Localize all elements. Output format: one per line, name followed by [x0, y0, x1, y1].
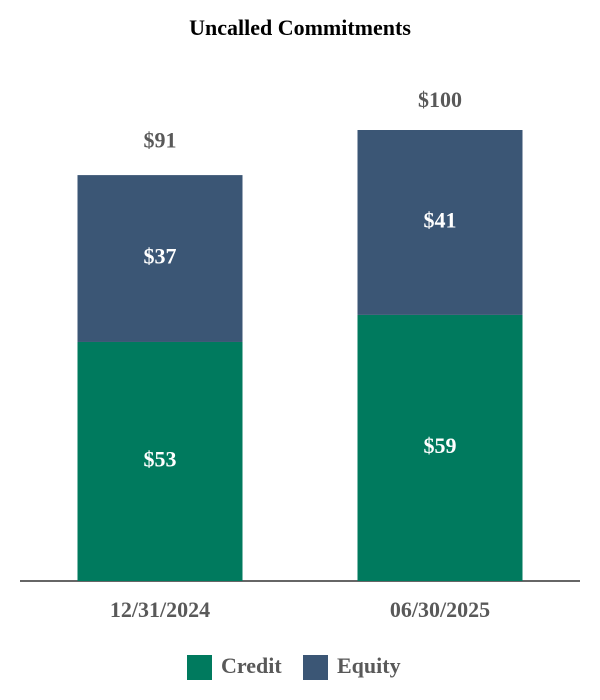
value-label: $53	[144, 447, 177, 472]
value-label: $59	[424, 433, 457, 458]
value-label: $37	[144, 244, 177, 269]
bar-segment	[77, 175, 243, 342]
x-tick-label: 06/30/2025	[390, 597, 490, 622]
bar-segment	[357, 314, 523, 581]
x-tick-label: 12/31/2024	[110, 597, 210, 622]
bar-segment	[77, 341, 243, 581]
legend-swatch	[187, 655, 212, 680]
legend-label: Equity	[337, 653, 401, 678]
chart-title: Uncalled Commitments	[189, 15, 411, 40]
total-label: $100	[418, 87, 462, 112]
legend-swatch	[303, 655, 328, 680]
legend-label: Credit	[221, 653, 282, 678]
value-label: $41	[424, 208, 457, 233]
total-label: $91	[144, 128, 177, 153]
bar-segment	[357, 130, 523, 315]
